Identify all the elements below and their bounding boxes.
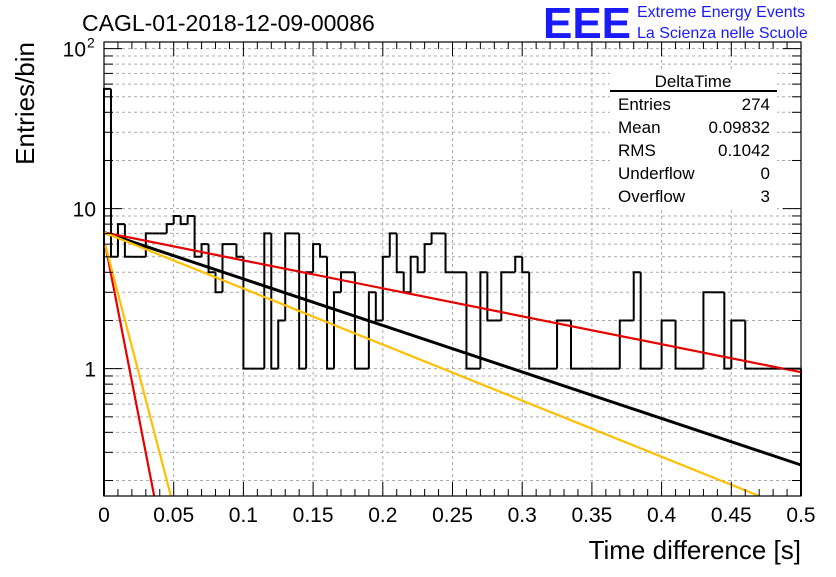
x-tick-label: 0.25 <box>432 504 473 527</box>
histogram-bin <box>416 256 425 274</box>
x-tick-label: 0 <box>98 504 110 527</box>
histogram-bin <box>674 320 683 370</box>
stats-value-mean: 0.09832 <box>709 118 770 137</box>
histogram-bin <box>339 271 348 293</box>
histogram-bin <box>632 271 641 321</box>
histogram-bin <box>326 256 335 370</box>
histogram-bin <box>430 232 439 245</box>
stats-label-rms: RMS <box>618 141 656 160</box>
x-axis-label: Time difference [s] <box>589 535 801 565</box>
histogram-bin <box>730 319 739 369</box>
y-axis-label: Entries/bin <box>10 42 40 165</box>
histogram-bin <box>235 244 244 258</box>
stats-label-entries: Entries <box>618 95 671 114</box>
stats-label-overflow: Overflow <box>618 187 686 206</box>
histogram-bin <box>395 233 404 274</box>
stats-value-entries: 274 <box>742 95 770 114</box>
stats-label-mean: Mean <box>618 118 661 137</box>
histogram-bin <box>528 272 537 370</box>
histogram-bin <box>381 255 390 321</box>
y-tick-label: 10 <box>63 39 86 62</box>
logo-line-1: Extreme Energy Events <box>637 4 805 21</box>
x-tick-label: 0.5 <box>786 504 815 527</box>
histogram-bin <box>514 255 523 273</box>
red-fit-line <box>104 245 156 497</box>
y-tick-label: 10 <box>73 199 96 222</box>
histogram-bin <box>374 292 383 322</box>
histogram-bin <box>744 320 753 370</box>
stats-label-underflow: Underflow <box>618 164 695 183</box>
histogram-bin <box>569 320 578 370</box>
x-tick-label: 0.45 <box>711 504 752 527</box>
x-tick-label: 0.35 <box>571 504 612 527</box>
axis-ticks: 0 0.05 0.1 0.15 0.2 0.25 0.3 0.35 0.4 0.45 0.5 1 10 1… <box>63 35 816 527</box>
histogram-bin <box>423 243 432 273</box>
red-fit-line <box>103 231 802 374</box>
stats-value-overflow: 3 <box>761 187 770 206</box>
x-tick-label: 0.15 <box>293 504 334 527</box>
histogram-bin <box>618 319 627 369</box>
x-tick-label: 0.05 <box>153 504 194 527</box>
stats-title: DeltaTime <box>655 72 732 91</box>
histogram-bin <box>486 272 495 322</box>
histogram-bin <box>179 215 188 226</box>
stats-box: DeltaTime Entries 274 Mean 0.09832 RMS 0… <box>610 70 777 210</box>
black-fit-line <box>103 231 802 467</box>
histogram-bin <box>144 232 153 257</box>
histogram-bin <box>270 233 279 370</box>
histogram-bin <box>402 272 411 294</box>
stats-value-underflow: 0 <box>761 164 770 183</box>
x-tick-label: 0.3 <box>508 504 537 527</box>
histogram-bin <box>444 233 453 274</box>
histogram-bin <box>660 319 669 369</box>
histogram-bin <box>165 223 174 234</box>
histogram-bin <box>221 243 230 293</box>
histogram-bin <box>367 291 376 369</box>
run-title: CAGL-01-2018-12-09-00086 <box>82 10 375 36</box>
histogram-bin <box>193 215 202 258</box>
histogram-bin <box>556 319 565 369</box>
histogram-bin <box>521 256 530 274</box>
histogram-bin <box>116 223 125 257</box>
histogram-bin <box>479 271 488 369</box>
fit-lines <box>103 231 802 498</box>
histogram-bin <box>723 292 732 370</box>
stats-value-rms: 0.1042 <box>718 141 770 160</box>
histogram-bin <box>500 271 509 321</box>
histogram-bin <box>388 232 397 257</box>
x-tick-label: 0.1 <box>229 504 258 527</box>
histogram-bin <box>123 224 132 258</box>
orange-fit-line <box>104 245 172 497</box>
histogram-bin <box>214 272 223 294</box>
stats-box-bg <box>610 70 777 210</box>
histogram-bin <box>298 233 307 370</box>
logo-line-2: La Scienza nelle Scuole <box>637 25 808 42</box>
histogram-bin <box>409 255 418 293</box>
histogram-bin <box>333 291 341 369</box>
x-tick-label: 0.4 <box>647 504 677 527</box>
histogram-bin <box>242 256 251 370</box>
histogram-bin <box>200 243 209 257</box>
orange-fit-line <box>103 231 760 498</box>
histogram-bin <box>702 291 711 369</box>
histogram-bin <box>312 243 321 273</box>
histogram-bin <box>109 88 118 258</box>
histogram-bin <box>186 214 195 225</box>
eee-logo: EEE <box>543 0 631 48</box>
histogram-bin <box>319 244 328 258</box>
histogram-bin <box>353 272 362 370</box>
histogram-bin <box>263 232 272 369</box>
y-tick-label: 1 <box>84 359 96 382</box>
histogram-bin <box>172 214 181 225</box>
x-tick-label: 0.2 <box>368 504 397 527</box>
y-tick-exponent: 2 <box>87 35 95 51</box>
histogram-bin <box>277 319 286 369</box>
histogram-bin <box>639 272 648 370</box>
